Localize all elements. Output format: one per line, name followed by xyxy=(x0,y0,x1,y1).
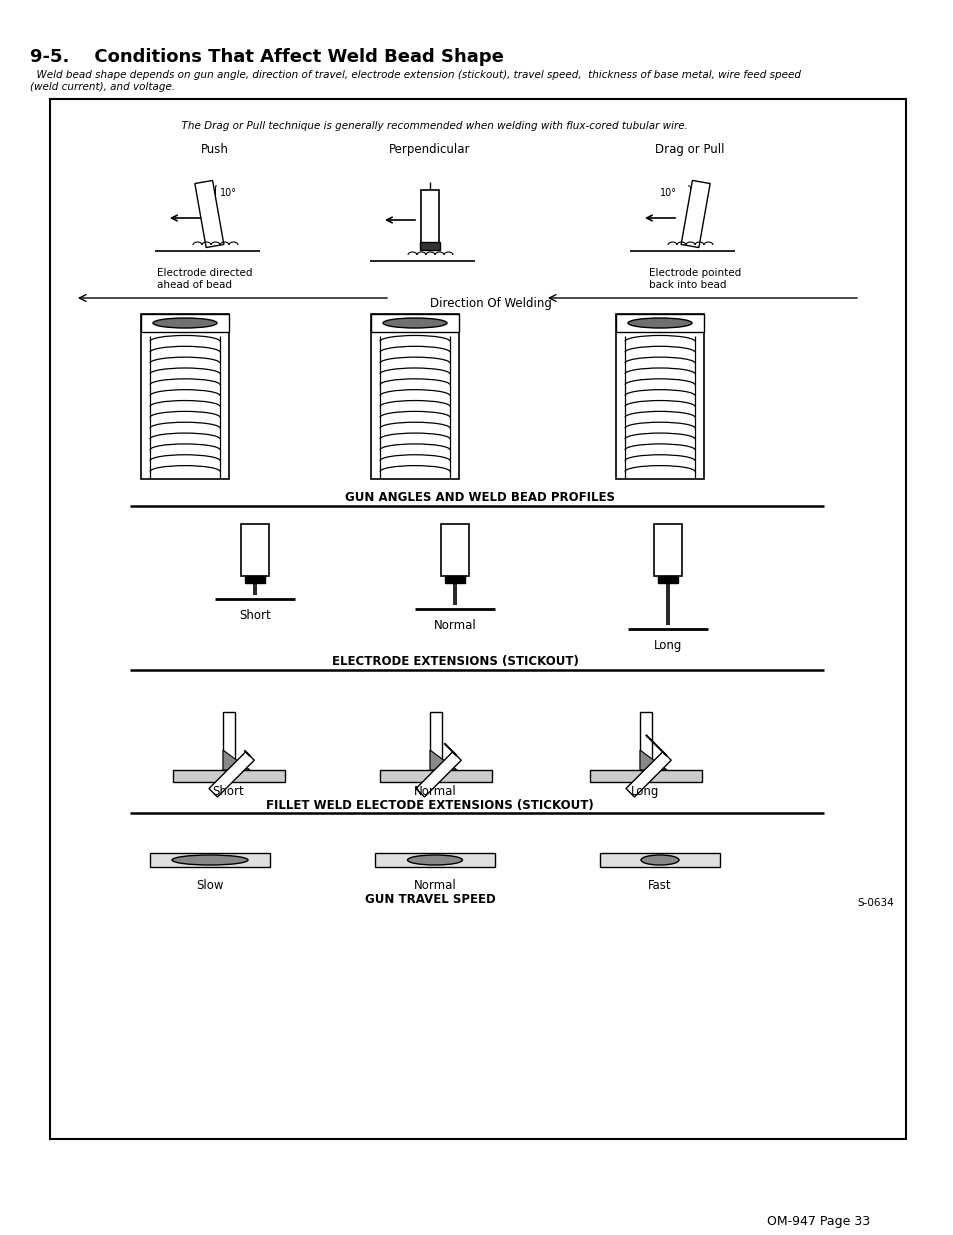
Bar xyxy=(241,524,269,576)
Text: Direction Of Welding: Direction Of Welding xyxy=(430,296,551,310)
Bar xyxy=(430,713,441,769)
Bar xyxy=(245,576,265,583)
Bar xyxy=(150,853,270,867)
Bar xyxy=(141,314,229,479)
Bar xyxy=(589,769,701,782)
Polygon shape xyxy=(223,750,250,769)
Bar xyxy=(616,314,703,332)
Text: FILLET WELD ELECTODE EXTENSIONS (STICKOUT): FILLET WELD ELECTODE EXTENSIONS (STICKOU… xyxy=(266,799,594,811)
Bar xyxy=(639,713,651,769)
Text: (weld current), and voltage.: (weld current), and voltage. xyxy=(30,82,175,91)
Polygon shape xyxy=(430,750,456,769)
Text: OM-947 Page 33: OM-947 Page 33 xyxy=(766,1215,869,1228)
Text: S-0634: S-0634 xyxy=(857,898,893,908)
Bar xyxy=(375,853,495,867)
Text: Long: Long xyxy=(653,638,681,652)
Bar xyxy=(223,713,234,769)
Bar xyxy=(371,314,458,332)
Text: 10°: 10° xyxy=(220,188,236,198)
Text: Drag or Pull: Drag or Pull xyxy=(655,143,724,156)
Bar xyxy=(194,180,224,247)
Bar xyxy=(371,314,458,479)
Text: Normal: Normal xyxy=(414,785,456,798)
Text: 9-5.    Conditions That Affect Weld Bead Shape: 9-5. Conditions That Affect Weld Bead Sh… xyxy=(30,48,503,65)
Bar xyxy=(209,752,254,797)
Text: ELECTRODE EXTENSIONS (STICKOUT): ELECTRODE EXTENSIONS (STICKOUT) xyxy=(332,655,578,668)
Ellipse shape xyxy=(627,317,691,329)
Text: Long: Long xyxy=(630,785,659,798)
Bar xyxy=(444,576,464,583)
Bar xyxy=(141,314,229,332)
Bar xyxy=(599,853,720,867)
Bar xyxy=(654,524,681,576)
Text: Push: Push xyxy=(201,143,229,156)
Text: Normal: Normal xyxy=(414,879,456,892)
Text: Electrode directed
ahead of bead: Electrode directed ahead of bead xyxy=(157,268,253,289)
Text: The Drag or Pull technique is generally recommended when welding with flux-cored: The Drag or Pull technique is generally … xyxy=(174,121,687,131)
Text: GUN TRAVEL SPEED: GUN TRAVEL SPEED xyxy=(364,893,495,906)
Bar xyxy=(416,752,460,797)
Bar xyxy=(616,314,703,479)
Text: Weld bead shape depends on gun angle, direction of travel, electrode extension (: Weld bead shape depends on gun angle, di… xyxy=(30,70,801,80)
Bar xyxy=(172,769,285,782)
Text: Fast: Fast xyxy=(647,879,671,892)
Ellipse shape xyxy=(407,855,462,864)
Ellipse shape xyxy=(382,317,447,329)
Bar xyxy=(50,99,905,1139)
Ellipse shape xyxy=(172,855,248,864)
Text: Short: Short xyxy=(239,609,271,622)
Ellipse shape xyxy=(152,317,216,329)
Text: Electrode pointed
back into bead: Electrode pointed back into bead xyxy=(648,268,740,289)
Bar xyxy=(625,752,671,797)
Text: Short: Short xyxy=(212,785,244,798)
Text: Slow: Slow xyxy=(196,879,224,892)
Bar xyxy=(379,769,492,782)
Bar xyxy=(440,524,469,576)
Bar xyxy=(680,180,709,247)
Text: 10°: 10° xyxy=(659,188,677,198)
Bar xyxy=(658,576,678,583)
Text: Normal: Normal xyxy=(434,619,476,632)
Ellipse shape xyxy=(640,855,679,864)
Text: Perpendicular: Perpendicular xyxy=(389,143,470,156)
Bar xyxy=(420,190,438,249)
Polygon shape xyxy=(639,750,666,769)
Bar xyxy=(419,242,439,249)
Text: GUN ANGLES AND WELD BEAD PROFILES: GUN ANGLES AND WELD BEAD PROFILES xyxy=(345,492,615,504)
